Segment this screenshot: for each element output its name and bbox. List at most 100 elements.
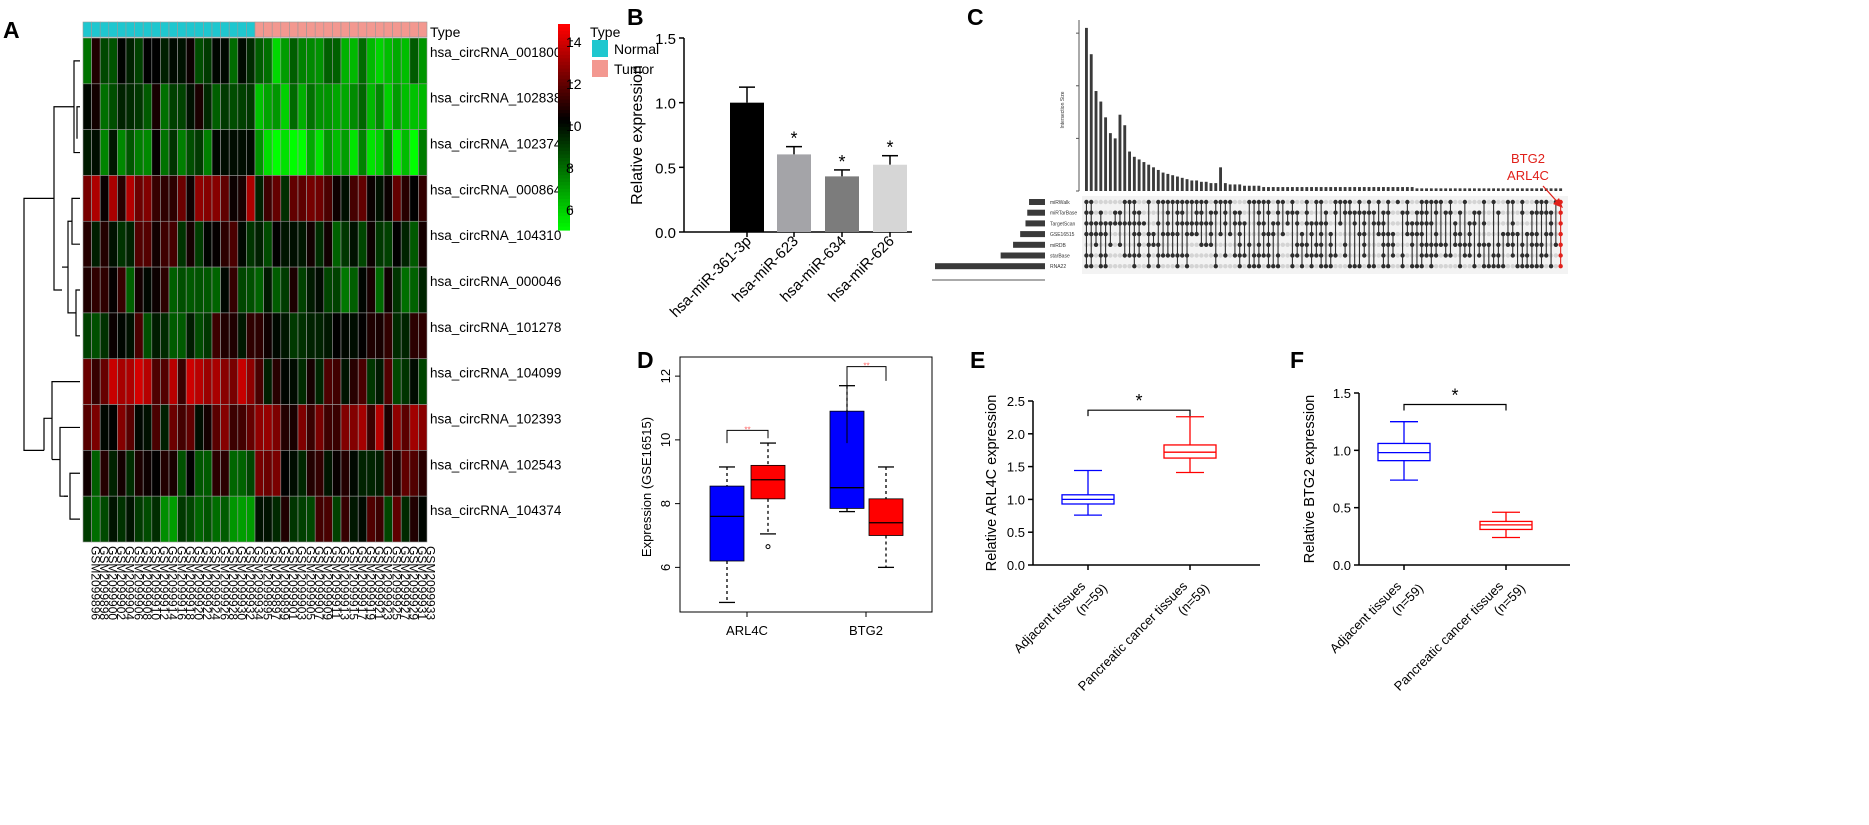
heatmap-cell [91,450,101,497]
heatmap-cell [409,312,419,360]
colorbar-step [558,27,570,32]
heatmap-cell [409,358,419,405]
heatmap-cell [151,266,161,314]
matrix-dot [1141,221,1147,226]
intersection-bar [1525,188,1529,191]
matrix-dot [1352,199,1357,205]
matrix-dot [1232,199,1238,205]
heatmap-cell [314,358,325,405]
heatmap-column-label: GSM2099898 [97,546,111,620]
heatmap-cell [168,220,178,268]
heatmap-cell [375,312,385,360]
heatmap-cell [117,129,127,176]
heatmap-cell [314,83,325,130]
matrix-dot [1218,253,1223,258]
panel-a-heatmap: A hsa_circRNA_001800 hsa_circRNA_102838hs… [3,17,659,620]
heatmap-cell [254,220,264,268]
intersection-bar [1094,91,1098,191]
dendrogram-branch [51,381,80,460]
intersection-bar [1338,187,1342,191]
type-bar-cell [160,21,170,38]
heatmap-cell [357,37,368,85]
matrix-dot [1242,264,1247,269]
type-bar-cell [366,21,376,38]
heatmap-cell [177,495,187,543]
heatmap-cell [340,37,350,85]
heatmap-cell [237,266,247,314]
matrix-dot [1093,210,1099,215]
significance-marker: ** [744,425,750,434]
heatmap-cell [177,220,187,268]
heatmap-cell [314,312,325,360]
heatmap-cell [99,83,110,130]
heatmap-cell [375,404,385,451]
colorbar-step [558,188,570,193]
matrix-dot [1496,199,1501,205]
heatmap-cell [392,450,402,497]
heatmap-cell [82,37,92,85]
heatmap-cell [91,358,101,405]
heatmap-cell [418,495,428,543]
heatmap-cell [220,312,230,360]
intersection-bar [1310,187,1314,191]
matrix-dot [1165,264,1171,269]
heatmap-cell [271,450,282,497]
matrix-dot [1362,199,1367,205]
intersection-bar [1238,184,1242,191]
colorbar-step [558,185,570,190]
colorbar-step [558,106,570,111]
heatmap-row-label: hsa_circRNA_001800 [430,45,561,60]
heatmap-cell [168,495,178,543]
heatmap-cell [280,175,290,222]
matrix-dot [1395,253,1400,258]
heatmap-cell [125,312,135,360]
heatmap-cell [254,404,264,451]
matrix-dot [1477,264,1482,269]
heatmap-cell [306,37,316,85]
colorbar-step [558,216,570,221]
intersection-bar [1171,175,1175,191]
plot-frame [679,356,933,613]
matrix-dot [1280,242,1286,247]
heatmap-column-label: GSM2099900 [106,546,120,620]
heatmap-cell [366,220,376,268]
matrix-dot [1453,264,1458,269]
heatmap-cell [228,495,239,543]
matrix-dot [1151,253,1156,258]
heatmap-cell [323,404,333,451]
y-tick-label: 6 [658,564,673,571]
heatmap-row-label: hsa_circRNA_101278 [430,320,561,335]
heatmap-cell [194,220,204,268]
heatmap-cell [91,495,101,543]
heatmap-cell [82,175,92,222]
heatmap-cells [82,37,428,543]
heatmap-cell [409,220,419,268]
colorbar-step [558,109,570,114]
heatmap-cell [314,404,325,451]
heatmap-cell [125,83,135,130]
colorbar-tick-label: 10 [566,118,582,134]
heatmap-cell [323,312,333,360]
heatmap-cell [366,450,376,497]
colorbar-step [558,44,570,49]
heatmap-cell [263,129,273,176]
heatmap-cell [263,312,273,360]
intersection-bar [1329,187,1333,191]
heatmap-cell [323,220,333,268]
heatmap-cell [306,404,316,451]
heatmap-cell [375,175,385,222]
matrix-dot [1376,264,1381,269]
heatmap-cell [366,129,376,176]
colorbar-step [558,181,570,186]
heatmap-cell [91,220,101,268]
intersection-bar [1506,188,1510,191]
matrix-dot [1400,199,1405,205]
matrix-dot [1500,221,1506,226]
heatmap-cell [125,220,135,268]
matrix-dot [1395,242,1400,247]
matrix-dot [1395,210,1400,215]
colorbar-step [558,205,570,210]
box-body [1163,444,1217,459]
heatmap-cell [177,404,187,451]
heatmap-cell [228,175,239,222]
